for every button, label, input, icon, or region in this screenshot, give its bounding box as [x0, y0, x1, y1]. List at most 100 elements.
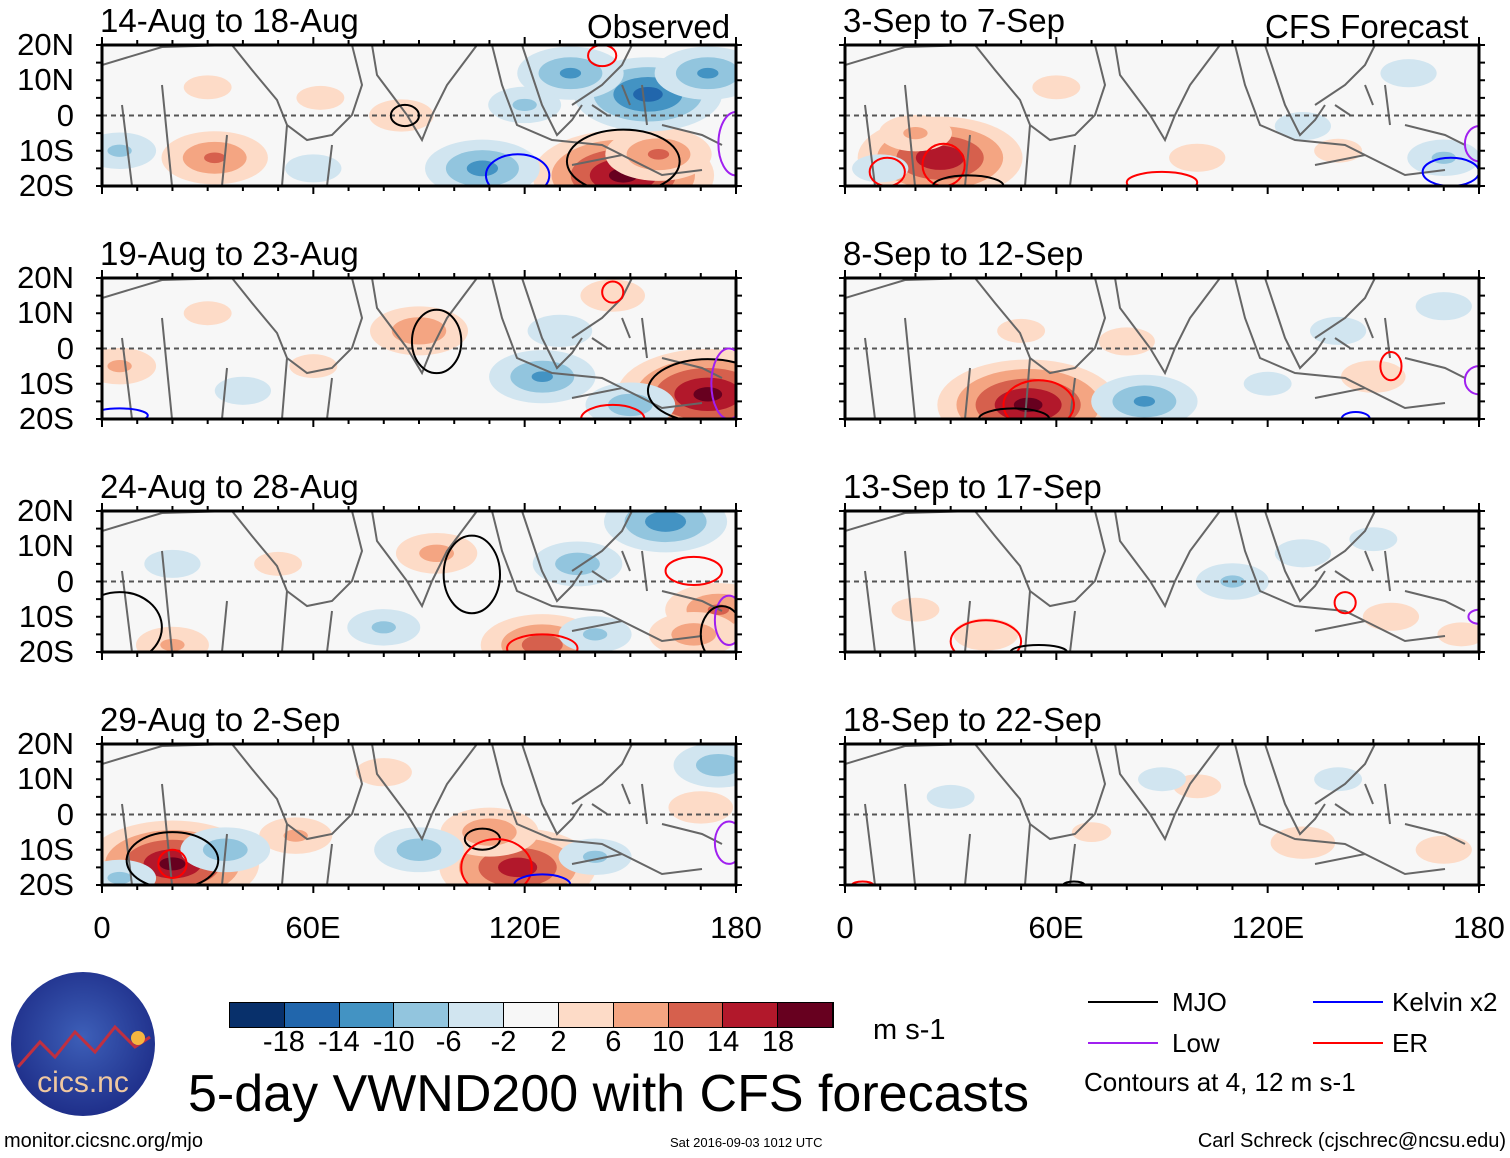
mjo-contour [1009, 643, 1068, 652]
anomaly-region [891, 597, 940, 622]
y-tick-label: 10S [18, 132, 74, 168]
cics-logo: cics.nc [11, 972, 155, 1116]
colorbar-label: 2 [550, 1026, 567, 1058]
colorbar-label: -14 [317, 1026, 360, 1058]
anomaly-region [926, 784, 975, 809]
mjo-contour [646, 358, 736, 419]
mjo-contour [442, 534, 502, 615]
anomaly-region [204, 152, 226, 164]
x-tick-left-180: 180 [710, 910, 762, 945]
anomaly-region [159, 857, 186, 871]
y-tick-label: 10N [17, 528, 74, 564]
anomaly-region [697, 67, 719, 79]
colorbar-label: -2 [490, 1026, 517, 1058]
anomaly-region [527, 314, 593, 348]
mjo-contour [102, 591, 163, 652]
colorbar-swatch [230, 1003, 285, 1027]
svg-text:cics.nc: cics.nc [37, 1066, 129, 1099]
anomaly-region [283, 829, 308, 842]
map-panel [96, 736, 742, 893]
y-tick-label: 10N [17, 761, 74, 797]
x-tick-right-180: 180 [1453, 910, 1505, 945]
colorbar-swatch [613, 1003, 669, 1027]
map-panel [839, 503, 1485, 660]
anomaly-region [555, 552, 600, 576]
colorbar-swatch [449, 1003, 505, 1027]
anomaly-region [1437, 622, 1479, 647]
anomaly-region [1314, 138, 1363, 163]
anomaly-region [633, 86, 663, 102]
anomaly-region [391, 317, 447, 345]
footer-url[interactable]: monitor.cicsnc.org/mjo [4, 1130, 203, 1152]
y-tick-label: 10N [17, 62, 74, 98]
anomaly-region [396, 838, 442, 861]
colorbar-swatch [284, 1003, 340, 1027]
low-contour [717, 110, 736, 177]
mjo-contour [125, 831, 220, 885]
y-tick-label: 0 [56, 563, 74, 599]
map-panel [839, 270, 1485, 427]
anomaly-region [214, 376, 272, 405]
y-tick-label: 10S [18, 598, 74, 634]
anomaly-region [107, 144, 132, 157]
colorbar-swatch [558, 1003, 614, 1027]
map-panel [96, 270, 742, 427]
anomaly-region [521, 634, 563, 652]
map-panel [839, 736, 1485, 893]
panel-title: 18-Sep to 22-Sep [843, 701, 1102, 738]
footer-timestamp: Sat 2016-09-03 1012 UTC [670, 1135, 823, 1150]
x-tick-right-60e: 60E [1028, 910, 1084, 945]
anomaly-region [903, 127, 928, 140]
map-panel [96, 503, 742, 660]
anomaly-region [285, 154, 342, 183]
y-tick-label: 10N [17, 295, 74, 331]
legend-er-line [1313, 1042, 1383, 1044]
anomaly-region [852, 154, 909, 183]
panel-title: 8-Sep to 12-Sep [843, 235, 1084, 272]
y-tick-label: 10S [18, 831, 74, 867]
low-contour [713, 820, 736, 865]
map-panel [839, 37, 1485, 194]
low-contour [1467, 608, 1479, 625]
anomaly-region [107, 360, 132, 373]
colorbar-units: m s-1 [873, 1014, 946, 1046]
panel-title: 19-Aug to 23-Aug [100, 235, 359, 272]
er-contour [664, 555, 723, 587]
er-contour [949, 619, 1023, 652]
low-contour [1463, 365, 1479, 396]
colorbar-label: -6 [435, 1026, 462, 1058]
anomaly-region [371, 621, 396, 634]
anomaly-region [997, 318, 1046, 343]
mjo-contour [410, 308, 463, 375]
er-contour [921, 142, 966, 186]
y-tick-label: 20S [18, 168, 74, 203]
anomaly-region [1380, 59, 1437, 88]
anomaly-region [107, 871, 132, 885]
colorbar-swatch [339, 1003, 395, 1027]
panel-title: 3-Sep to 7-Sep [843, 2, 1065, 39]
mjo-contour [389, 103, 420, 128]
colorbar-label: 6 [605, 1026, 622, 1058]
anomaly-region [512, 98, 537, 112]
y-tick-label: 0 [56, 97, 74, 133]
anomaly-region [582, 628, 608, 641]
observed-label: Observed [587, 8, 731, 45]
legend-kelvin: Kelvin x2 [1392, 987, 1498, 1017]
er-contour [587, 45, 618, 68]
panel-title: 29-Aug to 2-Sep [100, 701, 341, 738]
colorbar [229, 1002, 834, 1028]
x-tick-left-0: 0 [93, 910, 111, 945]
panel-title: 24-Aug to 28-Aug [100, 468, 359, 505]
colorbar-swatch [723, 1003, 779, 1027]
y-tick-label: 20N [17, 260, 74, 295]
x-tick-left-120e: 120E [488, 910, 562, 945]
low-contour [1463, 125, 1479, 163]
anomaly-region [647, 148, 670, 160]
forecast-label: CFS Forecast [1265, 8, 1469, 45]
anomaly-region [1415, 292, 1472, 321]
anomaly-region [1098, 327, 1155, 356]
kelvin-contour [484, 153, 551, 186]
anomaly-region [671, 623, 717, 646]
footer-author: Carl Schreck (cjschrec@ncsu.edu) [1197, 1130, 1506, 1152]
